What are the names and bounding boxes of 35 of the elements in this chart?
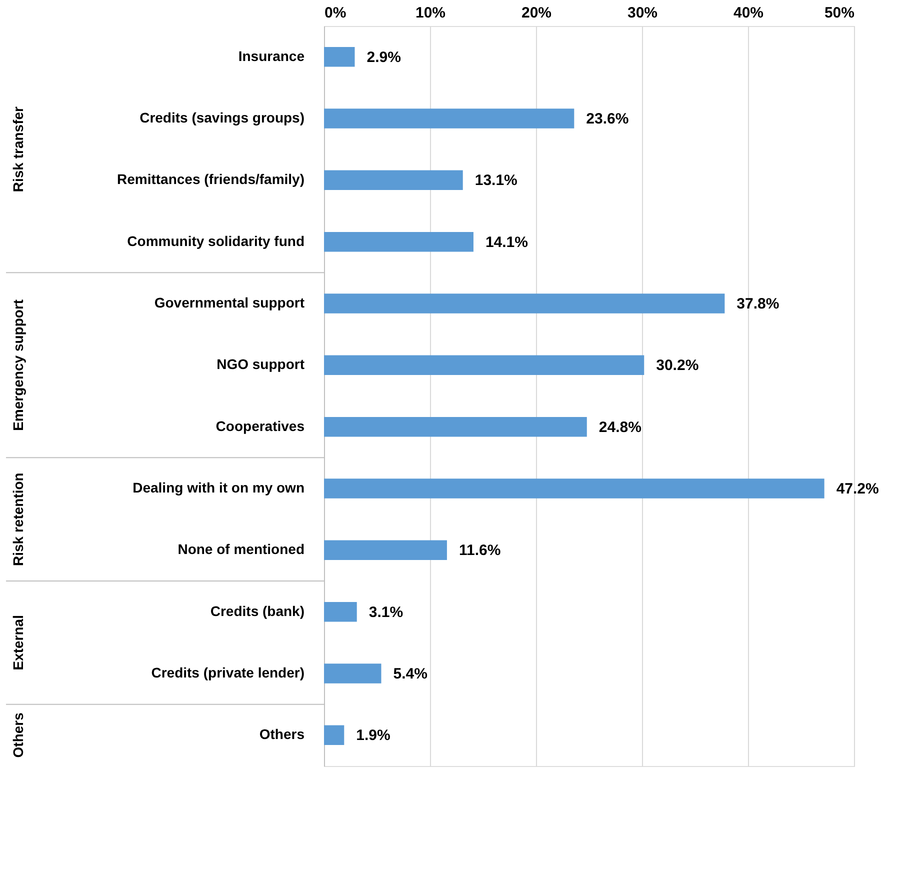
data-label: 37.8% <box>736 296 780 312</box>
data-label: 11.6% <box>458 542 501 560</box>
y-tick-label: None of mentioned <box>178 541 304 558</box>
data-label: 47.2% <box>836 480 879 498</box>
data-label: 5.4% <box>393 666 428 682</box>
y-tick-label: Dealing with it on my own <box>132 480 304 496</box>
data-label: 14.1% <box>485 234 528 251</box>
data-label: 24.8% <box>598 418 642 436</box>
y-tick-label: Credits (bank) <box>210 602 304 619</box>
data-label: 3.1% <box>368 604 404 621</box>
x-tick-label: 50% <box>824 4 854 22</box>
x-tick-label: 0% <box>324 4 346 22</box>
x-tick-label: 30% <box>627 4 658 22</box>
text: Risk transfer <box>10 106 26 192</box>
data-label: 1.9% <box>356 727 390 744</box>
text: Risk retention <box>10 472 26 566</box>
y-tick-label: Community solidarity fund <box>127 232 304 249</box>
y-tick-label: Insurance <box>238 48 305 64</box>
y-tick-label: Credits (private lender) <box>151 664 304 680</box>
text: External <box>10 615 26 670</box>
text: Emergency support <box>10 299 26 431</box>
y-tick-label: Cooperatives <box>216 418 305 434</box>
x-tick-label: 40% <box>733 4 764 22</box>
y-tick-label: Governmental support <box>154 294 305 310</box>
y-tick-label: Remittances (friends/family) <box>117 171 304 188</box>
data-label: 23.6% <box>586 110 629 128</box>
x-tick-label: 10% <box>415 4 446 22</box>
data-label: 13.1% <box>474 172 518 190</box>
y-tick-label: NGO support <box>216 356 305 372</box>
data-label: 30.2% <box>656 357 699 374</box>
text: Others <box>10 712 26 758</box>
data-label: 2.9% <box>366 48 401 66</box>
x-tick-label: 20% <box>521 4 552 22</box>
y-tick-label: Others <box>259 726 305 742</box>
y-tick-label: Credits (savings groups) <box>140 110 304 126</box>
